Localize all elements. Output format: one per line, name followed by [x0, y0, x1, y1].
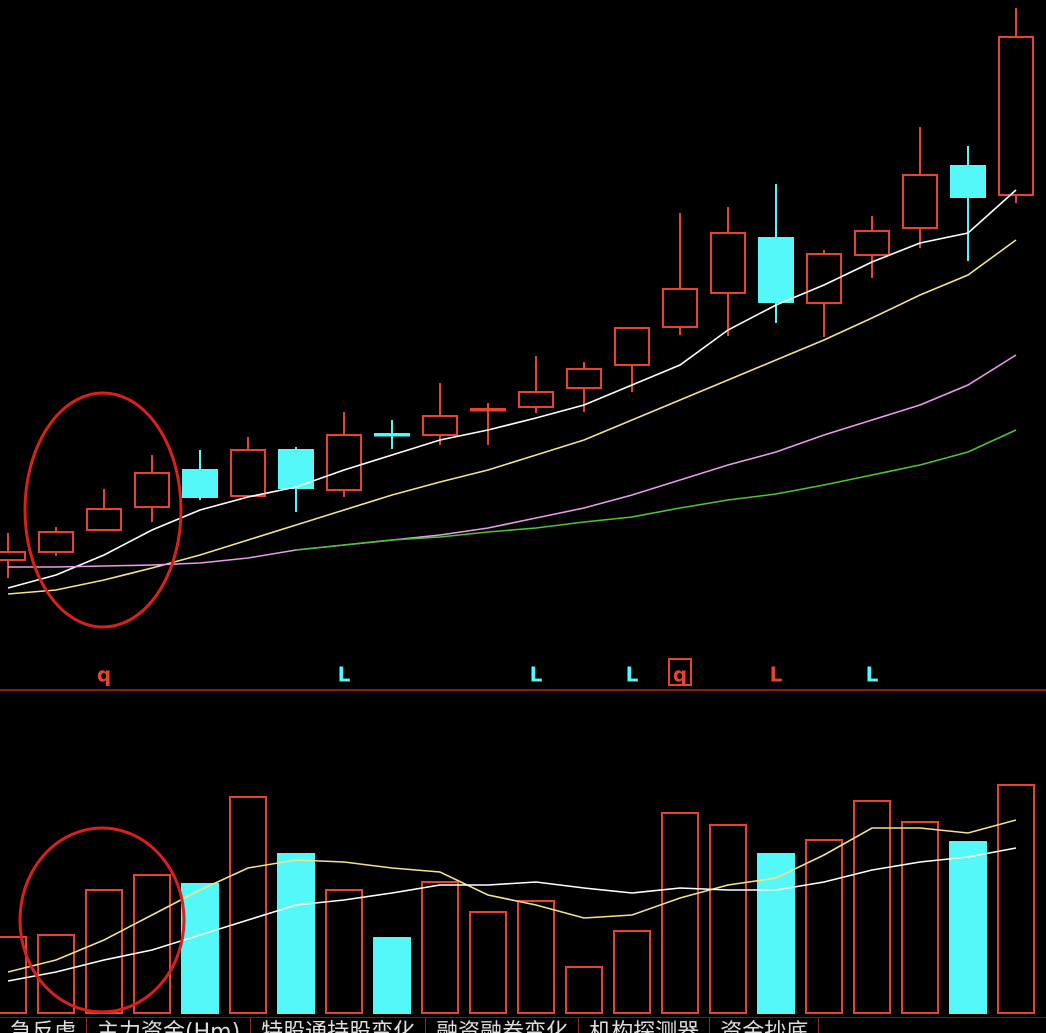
candle-body: [662, 288, 698, 328]
ma-line: [7, 239, 1017, 595]
candle-body: [230, 449, 266, 497]
candle-body: [614, 327, 650, 366]
volume-bar: [517, 900, 555, 1014]
volume-bar: [709, 824, 747, 1014]
tab[interactable]: 资金抄底: [710, 1018, 820, 1033]
tab[interactable]: 特股通持股变化: [251, 1018, 427, 1033]
tab[interactable]: 急反虎: [0, 1018, 88, 1033]
volume-bar: [661, 812, 699, 1014]
candle-body: [278, 449, 314, 489]
signal-box: [668, 658, 692, 686]
candle-body: [374, 433, 410, 437]
signal-label: L: [530, 663, 543, 687]
candle-body: [998, 36, 1034, 196]
ma-line: [7, 819, 1017, 973]
tab[interactable]: 主力资金(Hm): [87, 1018, 252, 1033]
volume-bar: [325, 889, 363, 1014]
volume-bar: [565, 966, 603, 1014]
candle-body: [806, 253, 842, 304]
candle-body: [518, 391, 554, 408]
ma-line: [7, 189, 1017, 589]
signal-label: L: [866, 663, 879, 687]
volume-bar: [853, 800, 891, 1014]
volume-bar: [85, 889, 123, 1014]
volume-bar: [37, 934, 75, 1014]
candle-body: [422, 415, 458, 436]
highlight-circle: [18, 826, 186, 1014]
candle-body: [470, 408, 506, 412]
signal-label: q: [97, 663, 111, 687]
candle-body: [854, 230, 890, 256]
tab[interactable]: 机构探测器: [579, 1018, 711, 1033]
candle-body: [566, 368, 602, 389]
signal-label: L: [338, 663, 351, 687]
volume-bar: [181, 883, 219, 1014]
ma-line: [8, 354, 1017, 568]
volume-bar: [613, 930, 651, 1014]
tab-bar: 急反虎 主力资金(Hm) 特股通持股变化 融资融券变化 机构探测器 资金抄底: [0, 1017, 1046, 1033]
candle-body: [902, 174, 938, 229]
volume-bar: [0, 936, 27, 1014]
volume-bar: [997, 784, 1035, 1014]
volume-bar: [421, 881, 459, 1014]
candle-body: [710, 232, 746, 294]
signal-label: L: [770, 663, 783, 687]
tab[interactable]: 融资融券变化: [426, 1018, 580, 1033]
candle-body: [758, 237, 794, 303]
volume-bar: [805, 839, 843, 1014]
volume-bar: [469, 911, 507, 1014]
candle-body: [950, 165, 986, 198]
signal-label: q: [673, 663, 687, 687]
candle-body: [182, 469, 218, 498]
signal-label: L: [626, 663, 639, 687]
ma-line: [295, 429, 1017, 551]
candle-body: [326, 434, 362, 491]
volume-bar: [373, 937, 411, 1014]
volume-bar: [901, 821, 939, 1014]
candle-body: [134, 472, 170, 508]
candle-body: [0, 551, 26, 561]
candle-body: [38, 531, 74, 553]
candle-body: [86, 508, 122, 531]
highlight-circle: [23, 391, 183, 629]
volume-bar: [277, 853, 315, 1014]
volume-bar: [949, 841, 987, 1014]
volume-bar: [229, 796, 267, 1014]
ma-line: [7, 847, 1017, 982]
